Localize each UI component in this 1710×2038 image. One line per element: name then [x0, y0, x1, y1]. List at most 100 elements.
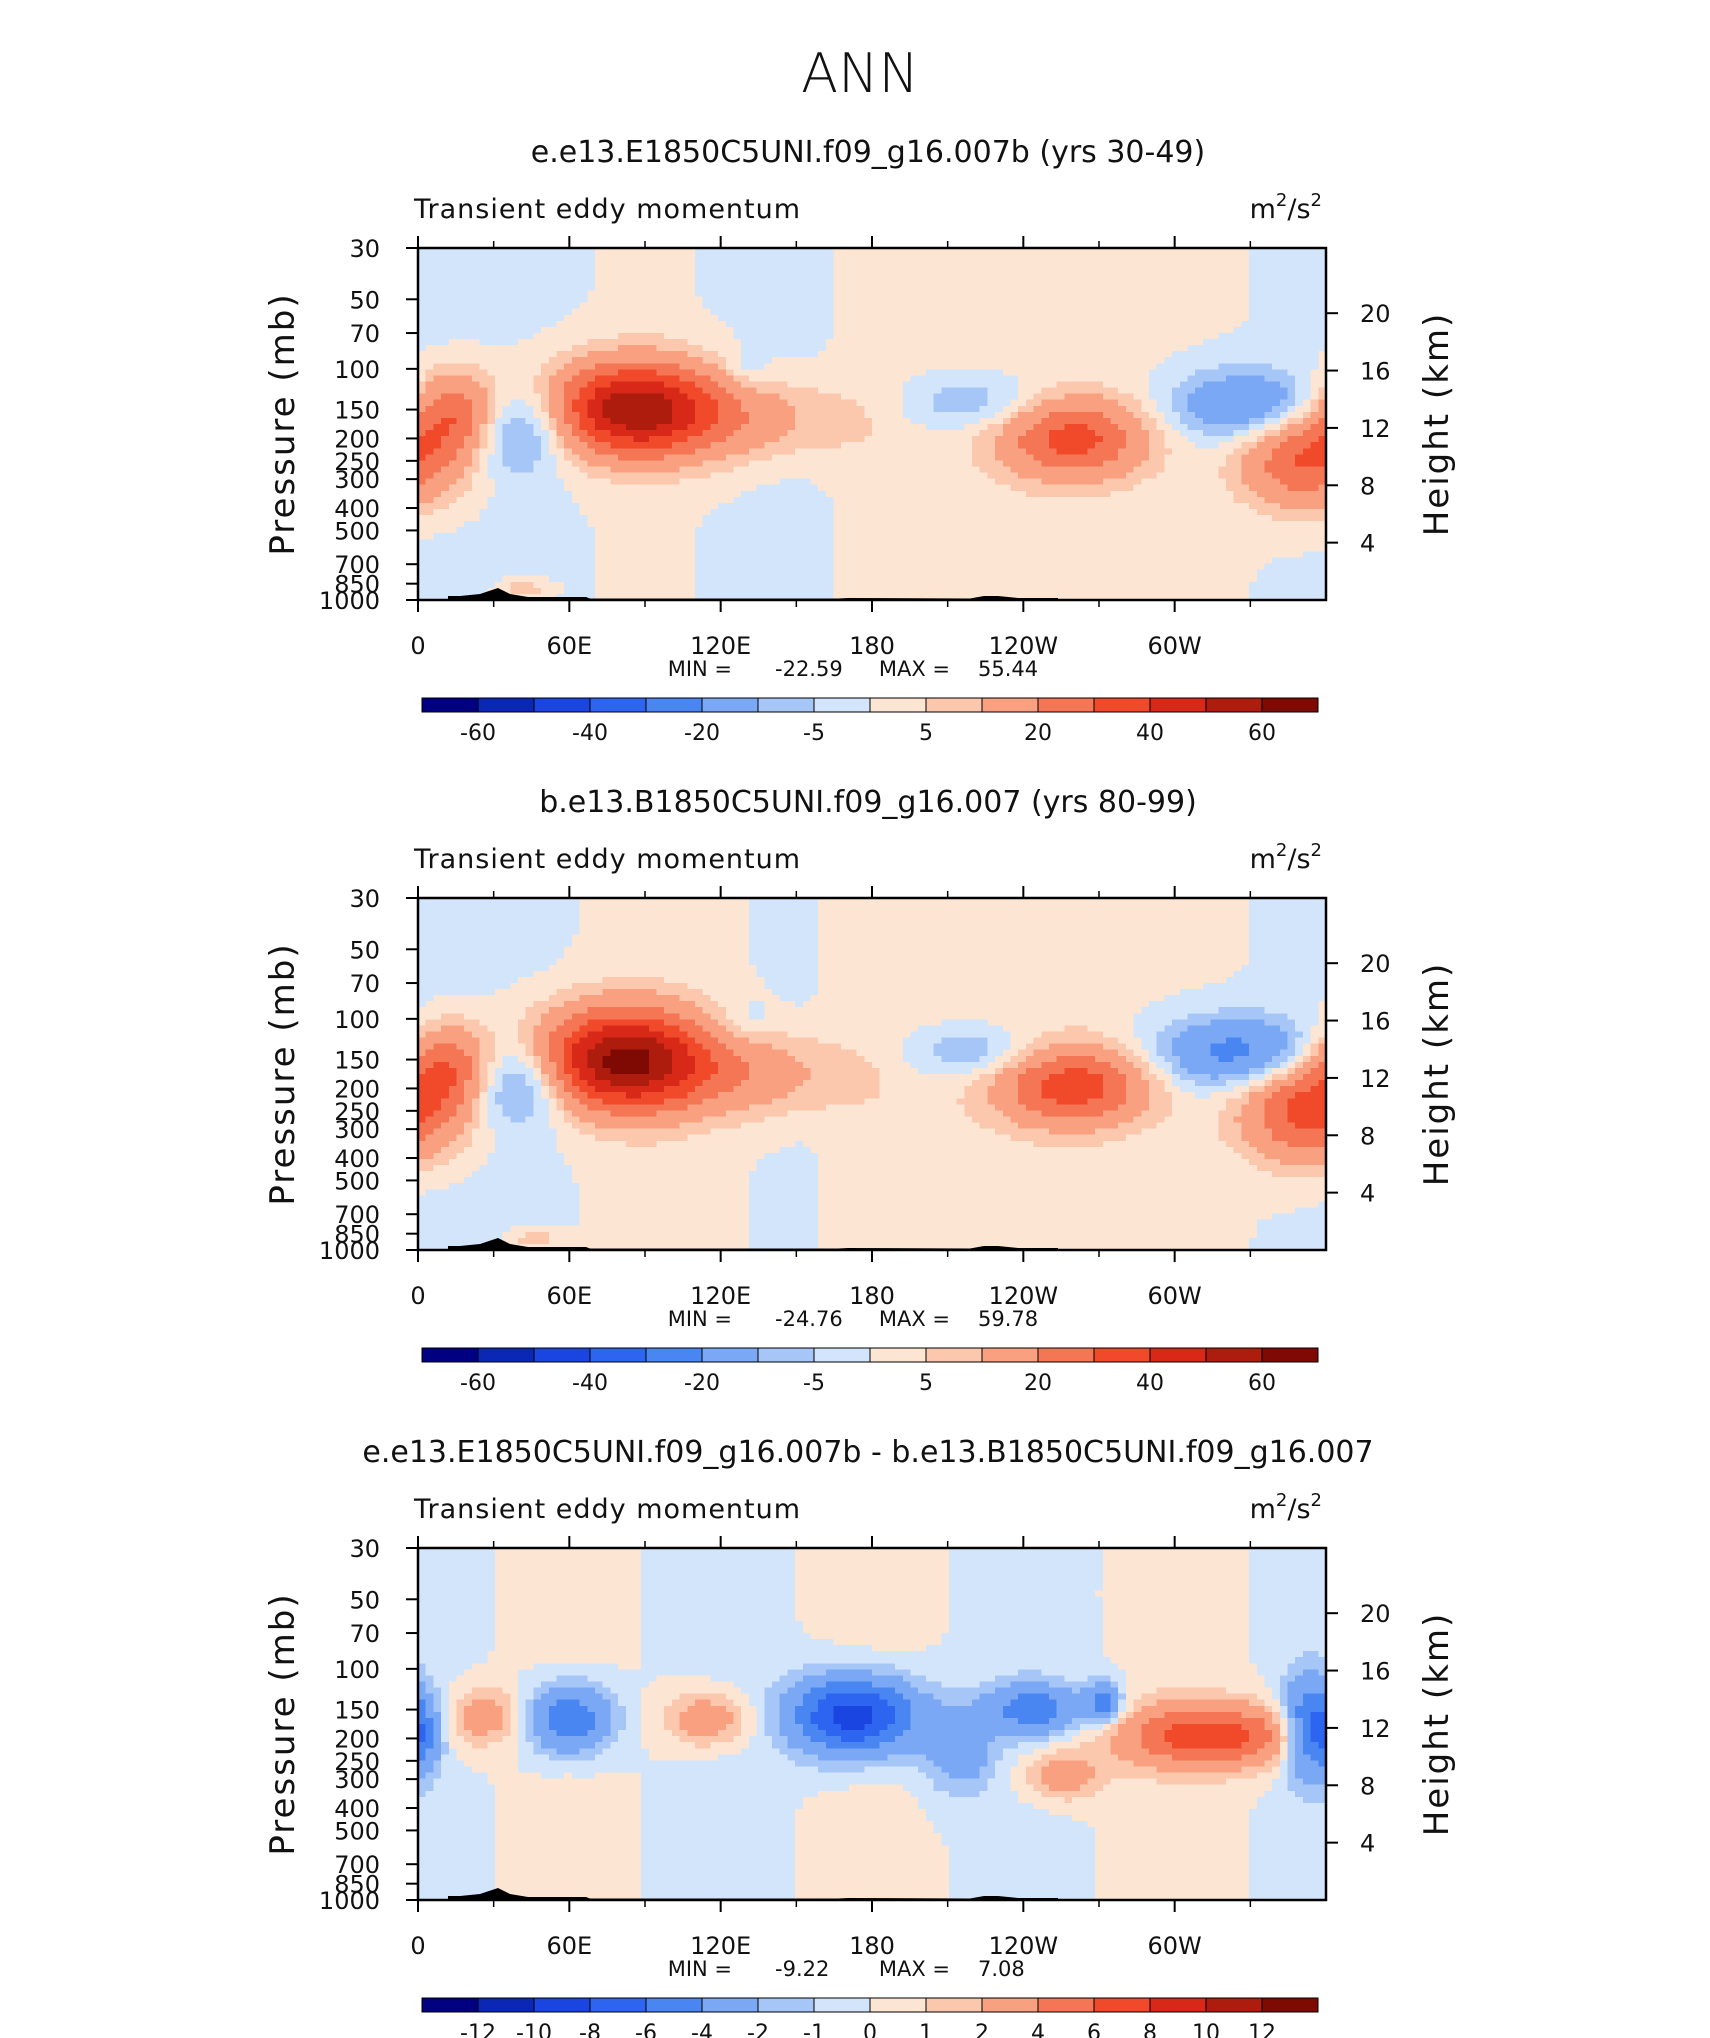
contour-cell	[672, 272, 680, 279]
contour-cell	[749, 303, 757, 310]
contour-cell	[887, 345, 895, 352]
contour-cell	[849, 266, 857, 273]
contour-cell	[672, 333, 680, 340]
contour-cell	[641, 297, 649, 304]
contour-cell	[834, 369, 842, 376]
contour-cell	[834, 254, 842, 261]
contour-cell	[572, 297, 580, 304]
contour-cell	[487, 309, 495, 316]
contour-cell	[456, 266, 464, 273]
contour-cell	[857, 290, 865, 297]
contour-cell	[726, 321, 734, 328]
contour-cell	[1118, 266, 1126, 273]
contour-cell	[1064, 351, 1072, 358]
contour-cell	[1111, 309, 1119, 316]
contour-cell	[456, 303, 464, 310]
contour-cell	[1180, 272, 1188, 279]
contour-cell	[1103, 272, 1111, 279]
contour-cell	[1157, 333, 1165, 340]
contour-cell	[980, 254, 988, 261]
contour-cell	[764, 345, 772, 352]
contour-cell	[503, 369, 511, 376]
contour-cell	[572, 321, 580, 328]
contour-cell	[503, 327, 511, 334]
contour-cell	[1234, 357, 1242, 364]
contour-cell	[1080, 278, 1088, 285]
contour-cell	[1034, 327, 1042, 334]
contour-cell	[972, 369, 980, 376]
contour-cell	[887, 309, 895, 316]
contour-cell	[1234, 321, 1242, 328]
contour-cell	[1003, 363, 1011, 370]
contour-cell	[1264, 333, 1272, 340]
contour-cell	[995, 309, 1003, 316]
contour-cell	[972, 284, 980, 291]
contour-cell	[1295, 351, 1303, 358]
contour-cell	[541, 266, 549, 273]
contour-cell	[533, 260, 541, 267]
contour-cell	[787, 369, 795, 376]
contour-cell	[764, 351, 772, 358]
contour-cell	[1011, 278, 1019, 285]
contour-cell	[687, 278, 695, 285]
contour-cell	[1080, 321, 1088, 328]
contour-cell	[557, 321, 565, 328]
contour-cell	[557, 254, 565, 261]
contour-cell	[564, 327, 572, 334]
contour-cell	[441, 327, 449, 334]
contour-cell	[810, 315, 818, 322]
contour-cell	[941, 303, 949, 310]
contour-cell	[1018, 339, 1026, 346]
contour-cell	[1280, 297, 1288, 304]
contour-cell	[687, 357, 695, 364]
contour-cell	[495, 278, 503, 285]
contour-cell	[533, 254, 541, 261]
contour-cell	[718, 272, 726, 279]
contour-cell	[664, 351, 672, 358]
contour-cell	[1164, 272, 1172, 279]
contour-cell	[1303, 254, 1311, 261]
contour-cell	[641, 363, 649, 370]
contour-cell	[980, 309, 988, 316]
contour-cell	[526, 284, 534, 291]
contour-cell	[987, 333, 995, 340]
contour-cell	[995, 272, 1003, 279]
contour-cell	[710, 321, 718, 328]
contour-cell	[749, 272, 757, 279]
contour-cell	[1049, 260, 1057, 267]
contour-cell	[1134, 363, 1142, 370]
contour-cell	[1311, 303, 1319, 310]
contour-cell	[887, 254, 895, 261]
contour-cell	[787, 297, 795, 304]
contour-cell	[872, 345, 880, 352]
contour-cell	[1157, 266, 1165, 273]
contour-cell	[1134, 351, 1142, 358]
contour-cell	[880, 333, 888, 340]
contour-cell	[864, 327, 872, 334]
contour-cell	[957, 309, 965, 316]
contour-cell	[433, 339, 441, 346]
contour-cell	[926, 327, 934, 334]
contour-cell	[718, 339, 726, 346]
contour-cell	[941, 266, 949, 273]
contour-cell	[749, 351, 757, 358]
contour-cell	[687, 254, 695, 261]
contour-cell	[595, 345, 603, 352]
contour-cell	[1111, 345, 1119, 352]
contour-cell	[895, 357, 903, 364]
contour-cell	[472, 363, 480, 370]
contour-cell	[1041, 272, 1049, 279]
contour-cell	[949, 333, 957, 340]
contour-cell	[456, 284, 464, 291]
contour-cell	[1295, 284, 1303, 291]
contour-cell	[1049, 272, 1057, 279]
contour-cell	[980, 315, 988, 322]
contour-cell	[887, 363, 895, 370]
contour-cell	[757, 254, 765, 261]
contour-cell	[1303, 363, 1311, 370]
contour-cell	[1272, 260, 1280, 267]
contour-cell	[1218, 327, 1226, 334]
contour-cell	[987, 363, 995, 370]
contour-cell	[703, 339, 711, 346]
contour-cell	[880, 321, 888, 328]
